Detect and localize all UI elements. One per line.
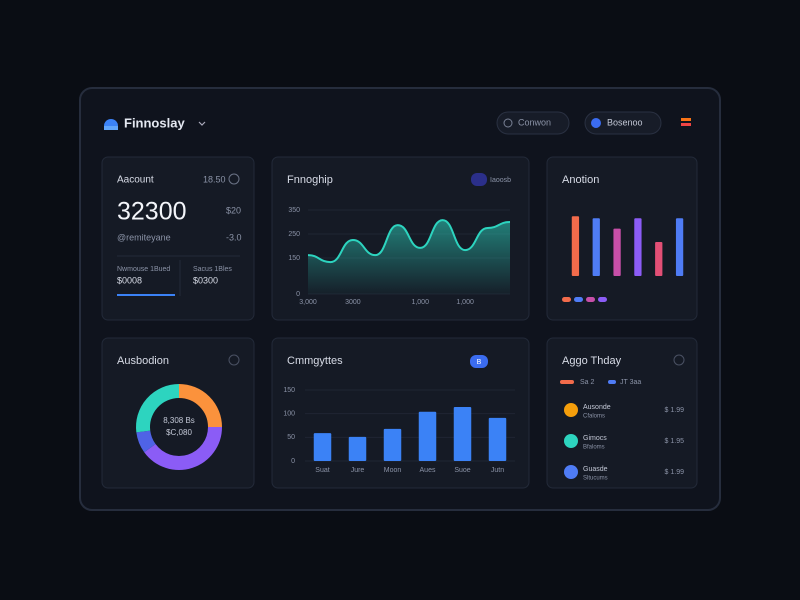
card-title: Ausbodion [117, 355, 169, 367]
row-sub: Sltucums [583, 476, 608, 482]
row-name: Gimocs [583, 435, 607, 442]
donut-center-label: 8,308 Bs [163, 416, 195, 425]
legend-label: JT 3aa [620, 379, 641, 386]
badge: B [477, 359, 482, 366]
row-icon [564, 465, 578, 479]
y-tick-label: 350 [288, 207, 300, 214]
account-subtitle: @remiteyane [117, 232, 171, 242]
button-icon [591, 118, 601, 128]
x-tick-label: 1,000 [411, 299, 429, 306]
x-tick-label: 3000 [345, 299, 361, 306]
legend-chip [574, 297, 583, 302]
button-icon [503, 118, 513, 128]
bar [675, 218, 684, 276]
badge-chip [471, 173, 487, 186]
bar [655, 242, 663, 276]
y-tick-label: 0 [296, 291, 300, 298]
button[interactable] [584, 111, 662, 135]
card-title: Fnnoghip [287, 174, 333, 186]
legend-chip [586, 297, 595, 302]
donut-segment [136, 430, 156, 453]
y-tick-label: 150 [283, 387, 295, 394]
bar [418, 411, 437, 461]
badge-chip [470, 355, 488, 368]
stat-value: $0008 [117, 275, 142, 285]
area-line [307, 219, 511, 264]
x-tick-label: 3,000 [299, 299, 317, 306]
x-tick-label: Suoe [454, 467, 470, 474]
logo [104, 119, 118, 126]
button-label[interactable]: Bosenoo [607, 117, 643, 127]
row-icon [564, 434, 578, 448]
area-fill [308, 220, 510, 294]
y-tick-label: 250 [288, 231, 300, 238]
card-title: Cmmgyttes [287, 355, 343, 367]
button-label[interactable]: Conwon [518, 117, 551, 127]
bar [313, 433, 332, 461]
x-tick-label: Jure [351, 467, 365, 474]
card [101, 337, 255, 489]
bar [571, 216, 580, 276]
y-tick-label: 0 [291, 458, 295, 465]
x-tick-label: Jutn [491, 467, 504, 474]
row-amount: $ 1.95 [665, 438, 685, 445]
bar [383, 428, 402, 461]
legend-label: Sa 2 [580, 379, 595, 386]
x-tick-label: Suat [315, 467, 329, 474]
card [101, 156, 255, 321]
card-icon[interactable] [228, 354, 240, 366]
y-tick-label: 150 [288, 255, 300, 262]
card-icon[interactable] [673, 354, 685, 366]
stat-label: Sacus 1Bles [193, 266, 232, 273]
legend-chip [560, 380, 574, 384]
row-amount: $ 1.99 [665, 469, 685, 476]
y-tick-label: 100 [283, 411, 295, 418]
button[interactable] [496, 111, 570, 135]
card [546, 156, 698, 321]
donut-segment [136, 384, 180, 433]
legend-chip [608, 380, 616, 384]
row-name: Guasde [583, 466, 608, 473]
brand-caret[interactable] [198, 121, 206, 126]
x-tick-label: Aues [420, 467, 436, 474]
card-icon[interactable] [228, 173, 240, 185]
menu-icon[interactable] [681, 123, 691, 126]
row-amount: $ 1.99 [665, 407, 685, 414]
bar [348, 436, 367, 461]
row-icon [564, 403, 578, 417]
badge: 18.50 [203, 174, 226, 184]
card [546, 337, 698, 489]
x-tick-label: 1,000 [456, 299, 474, 306]
bar [613, 228, 621, 276]
logo-base [104, 126, 118, 130]
row-name: Ausonde [583, 404, 611, 411]
badge: Iaoosb [490, 177, 511, 184]
donut-segment [144, 426, 222, 470]
donut-segment [178, 384, 222, 428]
stat-label: Nwmouse 1Bued [117, 266, 170, 273]
menu-icon[interactable] [681, 118, 691, 121]
account-value: 32300 [117, 198, 187, 226]
account-sub-delta: -3.0 [226, 232, 242, 242]
brand: Finnoslay [124, 115, 185, 130]
card-title: Aggo Thday [562, 355, 622, 367]
account-delta: $20 [226, 205, 241, 215]
bar [488, 417, 507, 461]
x-tick-label: Moon [384, 467, 402, 474]
bar [592, 218, 600, 276]
card-title: Aacount [117, 175, 154, 186]
y-tick-label: 50 [287, 434, 295, 441]
bar [634, 218, 642, 276]
donut-center-label: $C,080 [166, 428, 192, 437]
row-sub: Cfaloms [583, 414, 605, 420]
legend-chip [598, 297, 607, 302]
legend-chip [562, 297, 571, 302]
bar [453, 407, 472, 461]
stat-value: $0300 [193, 275, 218, 285]
card-title: Anotion [562, 174, 599, 186]
row-sub: Bfaloms [583, 445, 605, 451]
